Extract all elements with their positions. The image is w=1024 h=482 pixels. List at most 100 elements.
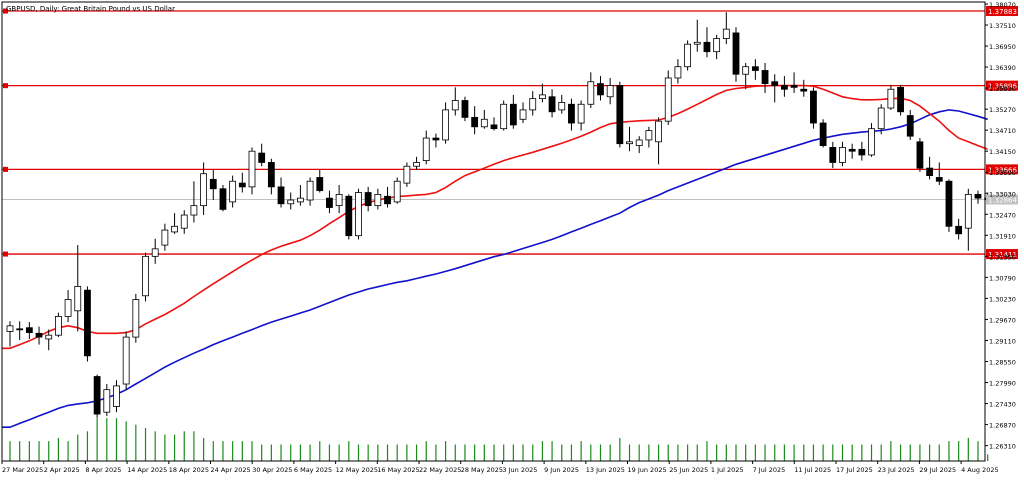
level-price-label: 1.35896	[988, 83, 1017, 91]
bullish-candle	[558, 101, 566, 111]
x-tick-label: 23 Jul 2025	[878, 466, 915, 474]
bearish-candle	[471, 117, 479, 128]
bullish-candle	[355, 192, 362, 237]
bullish-candle	[287, 199, 295, 205]
x-tick-label: 25 Jun 2025	[669, 466, 708, 474]
x-tick-label: 12 May 2025	[336, 466, 378, 474]
bearish-candle	[568, 103, 575, 124]
bearish-candle	[93, 376, 101, 415]
y-tick-label: 1.28550	[989, 358, 1016, 366]
y-tick-label: 1.29670	[989, 316, 1016, 324]
y-tick-label: 1.34710	[989, 127, 1016, 135]
x-tick-label: 9 Jun 2025	[544, 466, 579, 474]
y-tick-label: 1.30790	[989, 274, 1016, 282]
bearish-candle	[25, 327, 33, 333]
bearish-candle	[810, 90, 817, 124]
bullish-candle	[200, 173, 208, 207]
bearish-candle	[771, 81, 779, 86]
bearish-candle	[761, 70, 769, 85]
bullish-candle	[645, 130, 653, 141]
level-label-bg	[986, 164, 1018, 175]
level-label-bg	[986, 6, 1018, 17]
x-tick-label: 3 Jun 2025	[502, 466, 537, 474]
y-tick-label: 1.37510	[989, 22, 1016, 30]
level-price-label: 1.33666	[988, 166, 1017, 174]
bullish-candle	[248, 150, 256, 188]
plot-frame	[1, 1, 986, 462]
y-tick-label: 1.27990	[989, 380, 1016, 388]
bearish-candle	[974, 193, 982, 199]
bearish-candle	[258, 152, 266, 163]
x-tick-label: 18 Apr 2025	[169, 466, 209, 474]
bullish-candle	[374, 193, 382, 207]
bearish-candle	[84, 289, 91, 357]
bullish-candle	[684, 43, 691, 68]
y-tick-label: 1.26870	[989, 422, 1016, 430]
bearish-candle	[848, 148, 856, 152]
x-tick-label: 27 Mar 2025	[2, 466, 43, 474]
x-tick-label: 30 Apr 2025	[252, 466, 292, 474]
bullish-candle	[442, 109, 450, 141]
y-tick-label: 1.38070	[989, 1, 1016, 9]
bullish-candle	[839, 147, 846, 163]
level-price-labels: 1.37883 1.35896 1.33666 1.31411 1.32864	[986, 6, 1018, 260]
x-tick-label: 22 May 2025	[419, 466, 461, 474]
bearish-candle	[364, 192, 372, 207]
level-label-bg	[986, 80, 1018, 91]
bearish-candle	[800, 88, 808, 92]
chart-title: GBPUSD, Daily: Great Britain Pound vs US…	[6, 5, 175, 13]
level-handle	[3, 166, 8, 172]
bullish-candle	[480, 118, 488, 128]
level-handle	[3, 83, 8, 89]
y-tick-label: 1.27430	[989, 401, 1016, 409]
bearish-candle	[916, 141, 924, 169]
x-tick-label: 11 Jul 2025	[794, 466, 831, 474]
bearish-candle	[858, 148, 866, 156]
fast-moving-average	[2, 84, 988, 350]
price-axis: 1.38070 1.37510 1.36950 1.36390 1.35830 1.352…	[985, 1, 1016, 451]
bullish-candle	[422, 137, 430, 161]
time-axis: 27 Mar 2025 2 Apr 2025 8 Apr 2025 14 Apr 20…	[1, 461, 999, 474]
x-tick-label: 1 Jul 2025	[711, 466, 744, 474]
bearish-candle	[490, 124, 498, 130]
x-tick-label: 6 May 2025	[294, 466, 332, 474]
bearish-candle	[277, 186, 285, 205]
x-tick-label: 24 Apr 2025	[211, 466, 251, 474]
bearish-candle	[703, 41, 711, 53]
x-tick-label: 19 Jun 2025	[628, 466, 667, 474]
bullish-candle	[190, 205, 198, 216]
bearish-candle	[955, 225, 963, 235]
bullish-candle	[180, 214, 188, 229]
x-tick-label: 4 Aug 2025	[961, 466, 999, 474]
bearish-candle	[751, 66, 759, 71]
bullish-candle	[296, 197, 304, 203]
bullish-candle	[171, 225, 178, 233]
bearish-candle	[926, 167, 933, 177]
level-price-label: 1.37883	[988, 8, 1017, 16]
bullish-candle	[306, 180, 314, 201]
bullish-candle	[539, 94, 546, 100]
bullish-candle	[722, 28, 730, 39]
x-tick-label: 17 Jul 2025	[836, 466, 873, 474]
bearish-candle	[432, 137, 440, 141]
bearish-candle	[548, 96, 556, 113]
candlesticks	[6, 12, 992, 418]
bullish-candle	[393, 180, 401, 203]
bullish-candle	[693, 41, 701, 45]
bearish-candle	[945, 180, 953, 227]
y-tick-label: 1.32470	[989, 211, 1016, 219]
bullish-candle	[229, 180, 237, 203]
bearish-candle	[732, 32, 740, 75]
y-tick-label: 1.33030	[989, 190, 1016, 198]
y-tick-label: 1.31910	[989, 232, 1016, 240]
bullish-candle	[877, 107, 885, 130]
y-tick-label: 1.36390	[989, 64, 1016, 72]
level-label-bg	[986, 249, 1018, 260]
y-tick-label: 1.31350	[989, 253, 1016, 261]
bullish-candle	[151, 248, 159, 257]
bullish-candle	[74, 285, 82, 312]
x-tick-label: 13 Jun 2025	[586, 466, 625, 474]
